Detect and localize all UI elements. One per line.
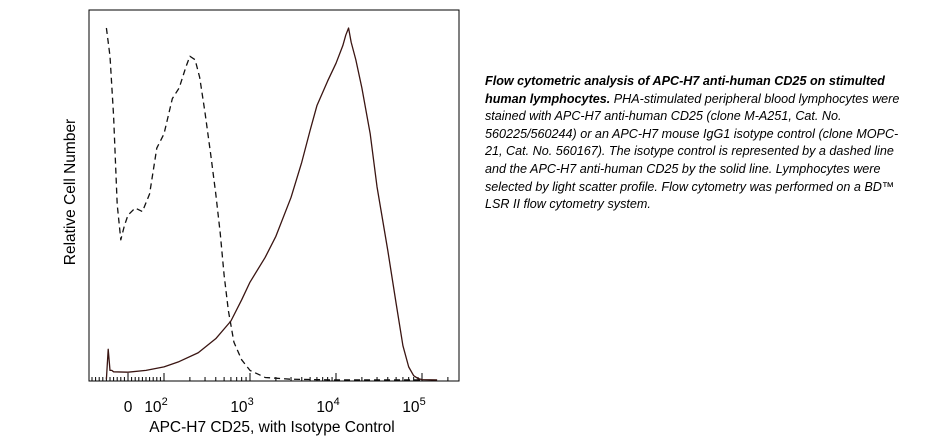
x-tick-label: 103 [230, 396, 253, 416]
plot-frame [88, 9, 460, 382]
caption-body: PHA-stimulated peripheral blood lymphocy… [485, 91, 900, 212]
y-axis-label: Relative Cell Number [62, 119, 79, 265]
x-tick-label: 104 [316, 396, 339, 416]
x-axis-ticks [91, 373, 449, 381]
x-tick-label: 105 [402, 396, 425, 416]
caption-title: Flow cytometric analysis of APC-H7 anti-… [485, 74, 885, 106]
figure-caption: Flow cytometric analysis of APC-H7 anti-… [485, 73, 905, 214]
x-tick-label: 102 [144, 396, 167, 416]
x-axis-tick-labels: 0 102 103 104 105 [124, 396, 426, 416]
x-axis-label: APC-H7 CD25, with Isotype Control [149, 419, 395, 436]
isotype-control-dashed-line [105, 27, 422, 381]
cd25-solid-line [105, 27, 438, 381]
x-tick-label: 0 [124, 399, 133, 416]
series-layer [105, 27, 438, 381]
